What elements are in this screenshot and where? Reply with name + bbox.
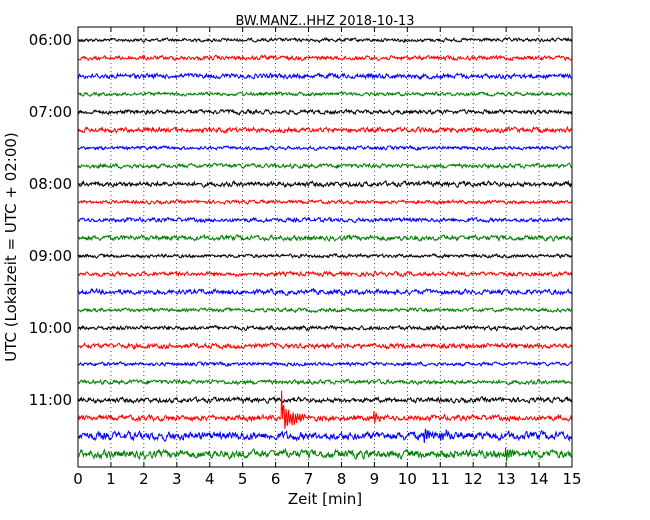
x-tick-label: 2 [139, 470, 149, 488]
trace-row-23 [77, 447, 573, 462]
plot-area-frame [77, 26, 573, 468]
x-axis-label: Zeit [min] [288, 490, 362, 508]
grid-lines [110, 27, 540, 467]
trace-row-2 [77, 72, 573, 81]
x-tick-label: 10 [398, 470, 417, 488]
trace-row-9 [77, 198, 573, 206]
trace-row-12 [78, 252, 572, 259]
trace-row-7 [77, 162, 573, 170]
y-axis-ticks: 06:00 07:00 08:00 09:00 10:00 11:00 [29, 31, 572, 409]
trace-row-18 [77, 360, 573, 368]
trace-row-16 [77, 324, 573, 332]
trace-row-15 [77, 306, 573, 314]
x-tick-label: 5 [238, 470, 248, 488]
trace-row-10 [77, 216, 573, 224]
trace-row-21 [77, 390, 573, 430]
y-tick-label: 08:00 [29, 175, 72, 193]
x-tick-label: 9 [370, 470, 380, 488]
y-axis-label: UTC (Lokalzeit = UTC + 02:00) [2, 132, 20, 362]
trace-row-14 [77, 287, 573, 297]
x-tick-label: 0 [73, 470, 83, 488]
x-tick-label: 14 [530, 470, 549, 488]
y-tick-label: 10:00 [29, 319, 72, 337]
trace-row-6 [77, 144, 573, 151]
trace-row-19 [77, 378, 573, 386]
trace-row-1 [77, 54, 573, 62]
seismic-traces [77, 36, 573, 462]
x-tick-label: 4 [205, 470, 215, 488]
y-tick-label: 09:00 [29, 247, 72, 265]
trace-row-20 [77, 395, 573, 405]
trace-row-0 [77, 36, 573, 44]
trace-row-17 [77, 341, 573, 351]
x-tick-label: 13 [497, 470, 516, 488]
trace-row-5 [77, 125, 573, 135]
x-tick-label: 6 [271, 470, 281, 488]
trace-row-13 [77, 270, 573, 278]
x-tick-label: 11 [431, 470, 450, 488]
trace-row-4 [77, 108, 573, 116]
x-tick-label: 15 [562, 470, 581, 488]
x-tick-label: 1 [106, 470, 116, 488]
y-tick-label: 06:00 [29, 31, 72, 49]
x-tick-label: 12 [464, 470, 483, 488]
x-axis-ticks: 0 1 2 3 4 5 6 7 8 9 10 11 12 13 14 15 [73, 27, 582, 488]
trace-row-22 [77, 428, 573, 444]
y-tick-label: 11:00 [29, 391, 72, 409]
y-tick-label: 07:00 [29, 103, 72, 121]
x-tick-label: 7 [304, 470, 314, 488]
chart-title: BW.MANZ..HHZ 2018-10-13 [235, 14, 414, 29]
x-tick-label: 8 [337, 470, 347, 488]
x-tick-label: 3 [172, 470, 182, 488]
trace-row-3 [77, 90, 573, 97]
trace-row-11 [78, 233, 573, 243]
trace-row-8 [77, 179, 573, 189]
